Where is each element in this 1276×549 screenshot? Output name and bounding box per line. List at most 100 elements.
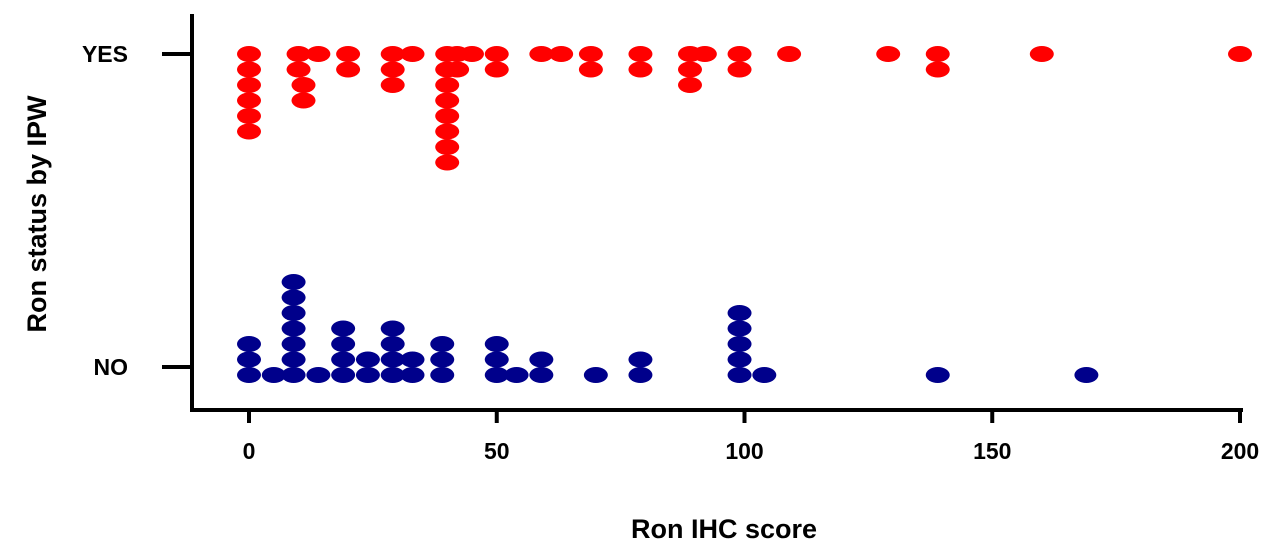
data-point-yes	[380, 77, 405, 93]
data-point-yes	[237, 92, 261, 109]
data-point-no	[484, 351, 509, 368]
data-point-yes	[578, 61, 603, 78]
data-point-yes	[484, 61, 509, 78]
data-point-no	[727, 367, 752, 383]
data-point-yes	[578, 46, 603, 62]
data-point-yes	[549, 46, 574, 62]
data-point-no	[727, 320, 752, 337]
data-points	[237, 46, 1252, 383]
data-point-yes	[237, 77, 261, 93]
data-point-yes	[400, 46, 425, 62]
data-point-no	[1074, 367, 1099, 383]
data-point-yes	[237, 46, 261, 62]
data-point-no	[430, 367, 455, 383]
data-point-yes	[628, 46, 653, 62]
data-point-no	[400, 367, 425, 383]
data-point-no	[281, 367, 306, 383]
data-point-yes	[286, 46, 311, 62]
data-point-yes	[435, 123, 460, 140]
data-point-no	[752, 367, 777, 383]
y-tick-label-no: NO	[94, 354, 129, 380]
data-point-no	[583, 367, 608, 383]
data-point-yes	[237, 123, 261, 140]
data-point-yes	[777, 46, 802, 62]
data-point-yes	[306, 46, 331, 62]
data-point-no	[281, 351, 306, 368]
x-ticks: 0 50 100 150 200	[243, 410, 1259, 464]
data-point-yes	[459, 46, 484, 62]
data-point-yes	[692, 46, 717, 62]
axes	[190, 14, 1243, 412]
data-point-yes	[727, 61, 752, 78]
data-point-no	[400, 351, 425, 368]
data-point-yes	[435, 139, 460, 155]
data-point-no	[355, 351, 380, 368]
data-point-yes	[727, 46, 752, 62]
data-point-no	[331, 367, 356, 383]
data-point-yes	[435, 108, 460, 124]
data-point-no	[281, 289, 306, 306]
data-point-yes	[286, 61, 311, 78]
data-point-yes	[291, 92, 316, 109]
data-point-no	[331, 336, 356, 352]
data-point-no	[484, 336, 509, 352]
data-point-no	[484, 367, 509, 383]
data-point-yes	[677, 61, 702, 78]
data-point-yes	[291, 77, 316, 93]
x-tick-label: 100	[725, 438, 763, 464]
data-point-yes	[336, 46, 361, 62]
data-point-yes	[628, 61, 653, 78]
data-point-yes	[435, 154, 460, 171]
data-point-no	[430, 351, 455, 368]
data-point-no	[727, 336, 752, 352]
data-point-no	[727, 351, 752, 368]
data-point-no	[237, 351, 261, 368]
x-tick-label: 0	[243, 438, 256, 464]
data-point-yes	[1029, 46, 1054, 62]
data-point-no	[727, 305, 752, 321]
data-point-no	[306, 367, 331, 383]
data-point-yes	[529, 46, 554, 62]
data-point-no	[529, 351, 554, 368]
data-point-yes	[925, 46, 950, 62]
data-point-no	[237, 336, 261, 352]
data-point-no	[281, 320, 306, 337]
data-point-yes	[435, 77, 460, 93]
data-point-yes	[435, 92, 460, 109]
data-point-no	[380, 351, 405, 368]
x-tick-label: 200	[1221, 438, 1259, 464]
data-point-yes	[1228, 46, 1252, 62]
data-point-no	[331, 320, 356, 337]
data-point-no	[430, 336, 455, 352]
data-point-no	[925, 367, 950, 383]
data-point-no	[628, 367, 653, 383]
data-point-yes	[380, 61, 405, 78]
data-point-no	[380, 367, 405, 383]
data-point-yes	[445, 61, 470, 78]
x-axis-title: Ron IHC score	[631, 514, 817, 544]
y-axis-title: Ron status by IPW	[22, 95, 52, 333]
data-point-yes	[677, 77, 702, 93]
data-point-no	[281, 305, 306, 321]
data-point-yes	[336, 61, 361, 78]
data-point-no	[237, 367, 261, 383]
data-point-no	[331, 351, 356, 368]
data-point-no	[380, 320, 405, 337]
data-point-yes	[380, 46, 405, 62]
data-point-no	[380, 336, 405, 352]
data-point-no	[504, 367, 529, 383]
data-point-yes	[925, 61, 950, 78]
data-point-yes	[237, 108, 261, 124]
data-point-no	[529, 367, 554, 383]
data-point-no	[355, 367, 380, 383]
y-tick-label-yes: YES	[82, 41, 128, 67]
data-point-yes	[484, 46, 509, 62]
data-point-no	[281, 336, 306, 352]
data-point-yes	[876, 46, 901, 62]
y-ticks: NO YES	[82, 41, 192, 380]
data-point-no	[261, 367, 286, 383]
data-point-no	[281, 274, 306, 290]
data-point-no	[628, 351, 653, 368]
data-point-yes	[237, 61, 261, 78]
